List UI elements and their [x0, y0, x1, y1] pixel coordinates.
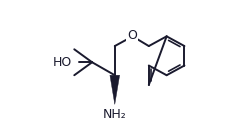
Polygon shape — [110, 75, 120, 104]
Text: O: O — [127, 29, 137, 42]
Text: NH₂: NH₂ — [103, 108, 127, 121]
Text: O: O — [127, 29, 137, 42]
Text: HO: HO — [53, 56, 72, 69]
